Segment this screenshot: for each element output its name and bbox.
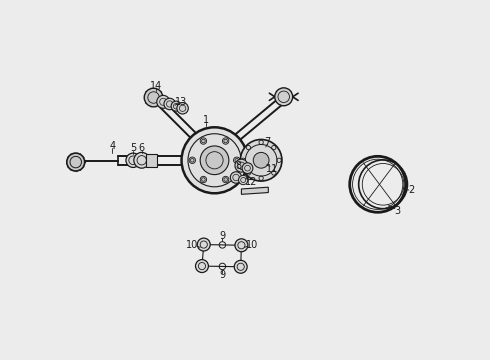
Polygon shape <box>147 154 157 167</box>
Text: 12: 12 <box>245 177 257 187</box>
Text: 11: 11 <box>266 163 278 174</box>
Circle shape <box>275 88 293 106</box>
Text: 7: 7 <box>264 137 270 147</box>
Text: 10: 10 <box>245 239 258 249</box>
Circle shape <box>181 127 247 193</box>
Circle shape <box>171 101 181 111</box>
Text: 9: 9 <box>220 231 225 241</box>
Circle shape <box>235 159 248 172</box>
Text: 2: 2 <box>408 185 414 195</box>
Text: 8: 8 <box>236 161 242 171</box>
Circle shape <box>67 153 85 171</box>
Text: 9: 9 <box>220 270 225 280</box>
Circle shape <box>200 176 207 183</box>
Text: 5: 5 <box>130 143 136 153</box>
Circle shape <box>234 157 240 163</box>
Text: 10: 10 <box>186 239 198 249</box>
Circle shape <box>234 260 247 273</box>
Text: 1: 1 <box>202 115 209 125</box>
Circle shape <box>240 139 282 181</box>
Circle shape <box>200 138 207 144</box>
Text: 6: 6 <box>139 143 145 153</box>
Text: 4: 4 <box>109 140 115 150</box>
Text: 14: 14 <box>150 81 162 91</box>
Circle shape <box>177 103 188 114</box>
Circle shape <box>126 153 140 167</box>
Circle shape <box>253 152 269 168</box>
Circle shape <box>230 172 242 183</box>
Circle shape <box>196 260 208 273</box>
Circle shape <box>197 238 210 251</box>
Circle shape <box>164 98 175 110</box>
Circle shape <box>222 176 229 183</box>
Circle shape <box>157 95 170 108</box>
Polygon shape <box>242 187 269 194</box>
Circle shape <box>200 146 229 175</box>
Circle shape <box>134 152 149 168</box>
Circle shape <box>144 88 163 107</box>
Circle shape <box>222 138 229 144</box>
Circle shape <box>235 239 248 252</box>
Circle shape <box>189 157 196 163</box>
Text: 3: 3 <box>394 206 400 216</box>
Circle shape <box>242 163 253 174</box>
Text: 13: 13 <box>175 97 187 107</box>
Circle shape <box>239 175 248 185</box>
